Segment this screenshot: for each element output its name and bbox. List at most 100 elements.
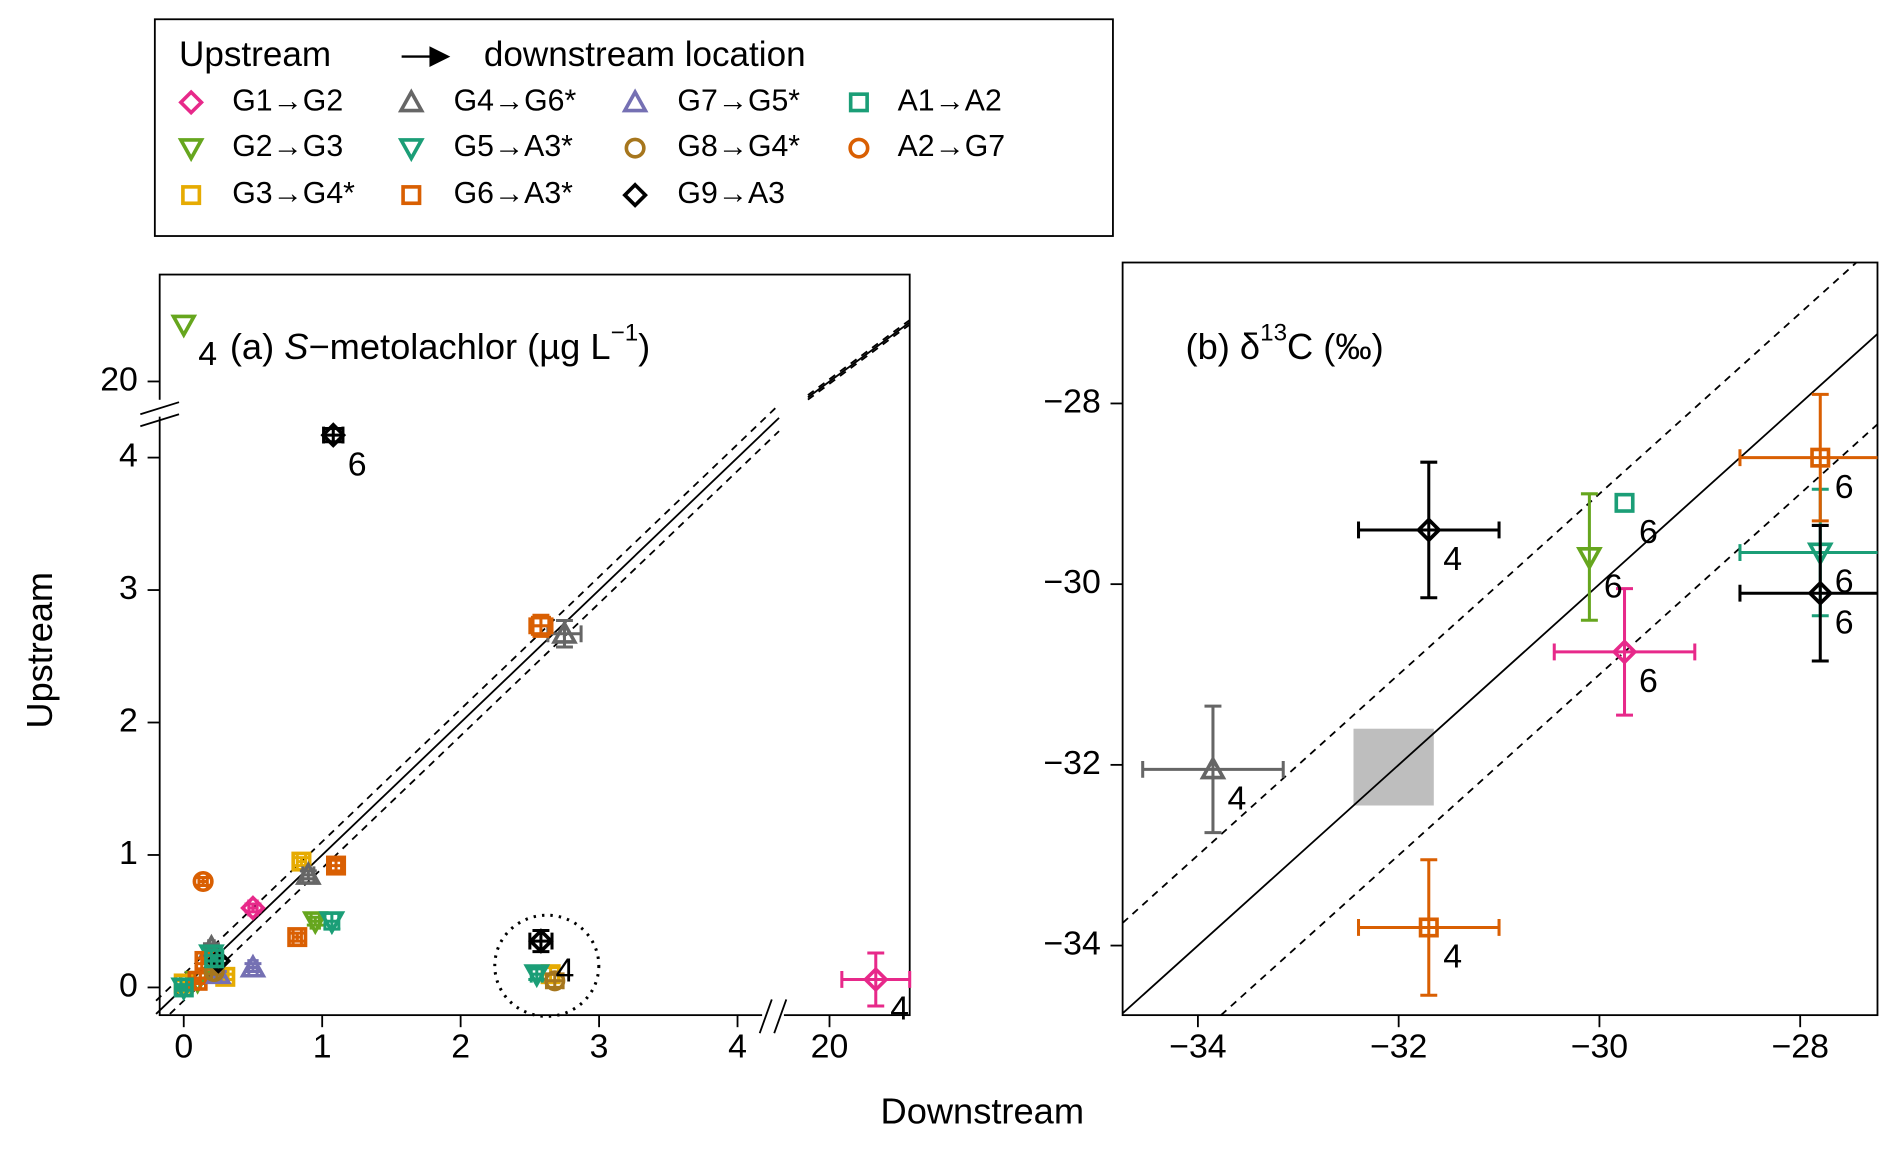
legend-marker bbox=[181, 185, 202, 206]
point bbox=[1807, 580, 1834, 606]
y-tick-label: −34 bbox=[1043, 925, 1100, 963]
legend-marker bbox=[397, 88, 425, 113]
point-label: 6 bbox=[1835, 468, 1854, 506]
legend-marker bbox=[178, 89, 204, 116]
point bbox=[240, 895, 266, 921]
reference-line bbox=[1220, 423, 1878, 1016]
y-error-bar bbox=[867, 951, 885, 1008]
plot-frame bbox=[158, 273, 911, 1017]
point bbox=[1415, 517, 1442, 543]
point bbox=[170, 314, 198, 339]
legend-label: A2→G7 bbox=[898, 130, 1006, 163]
legend-box bbox=[153, 18, 1114, 237]
legend-label: G9→A3 bbox=[677, 177, 785, 210]
point bbox=[1576, 547, 1603, 572]
point bbox=[173, 977, 194, 998]
legend-label: G3→G4* bbox=[232, 177, 355, 210]
point-label: 4 bbox=[555, 951, 574, 989]
point-label: 4 bbox=[1227, 780, 1246, 818]
axis-break bbox=[140, 399, 788, 1034]
point bbox=[1199, 755, 1227, 780]
x-tick-label: 3 bbox=[590, 1028, 609, 1066]
reference-line bbox=[1122, 262, 1858, 924]
point-label: 6 bbox=[348, 445, 367, 483]
point bbox=[294, 860, 322, 885]
y-tick-label: −32 bbox=[1043, 744, 1100, 782]
legend-marker bbox=[621, 88, 649, 113]
point-label: 6 bbox=[1835, 563, 1854, 601]
y-tick-label: 20 bbox=[100, 360, 138, 398]
reference-line bbox=[155, 403, 780, 1002]
point-label: 4 bbox=[890, 990, 909, 1028]
y-error-bar bbox=[244, 962, 262, 974]
legend-marker bbox=[177, 138, 205, 163]
y-tick-label: 1 bbox=[119, 834, 138, 872]
point bbox=[301, 911, 329, 936]
legend-label: G4→G6* bbox=[454, 84, 577, 117]
y-error-bar bbox=[299, 869, 317, 881]
reference-line bbox=[1122, 333, 1878, 1014]
legend-marker bbox=[624, 137, 646, 159]
reference-line bbox=[155, 417, 780, 1015]
point-label: 6 bbox=[1639, 513, 1658, 551]
y-error-bar bbox=[288, 931, 306, 943]
legend-label: A1→A2 bbox=[898, 84, 1002, 117]
legend-marker bbox=[848, 92, 869, 113]
y-error-bar bbox=[175, 983, 193, 992]
legend-title: downstream location bbox=[484, 35, 806, 74]
x-tick-label: 20 bbox=[811, 1028, 849, 1066]
point-label: 6 bbox=[1835, 603, 1854, 641]
point bbox=[528, 928, 554, 954]
reference-line bbox=[807, 321, 911, 399]
plot-area: 4 4 6 4 bbox=[155, 314, 912, 1028]
y-error-bar bbox=[1420, 858, 1438, 997]
point bbox=[204, 948, 225, 969]
point bbox=[287, 927, 308, 948]
x-tick-label: −34 bbox=[1169, 1028, 1226, 1066]
legend-label: G1→G2 bbox=[232, 84, 343, 117]
point bbox=[320, 422, 347, 448]
point bbox=[1418, 917, 1439, 938]
y-error-bar bbox=[194, 875, 212, 887]
x-tick-label: 2 bbox=[451, 1028, 470, 1066]
legend-marker bbox=[401, 185, 422, 206]
point-label: 6 bbox=[1639, 662, 1658, 700]
x-tick-label: 4 bbox=[728, 1028, 747, 1066]
point bbox=[318, 911, 346, 936]
point-label: 6 bbox=[1604, 567, 1623, 605]
legend-title: Upstream bbox=[179, 35, 331, 74]
point bbox=[1810, 447, 1831, 468]
panel-title: (a) S−metolachlor (µg L−1) bbox=[230, 320, 650, 367]
point bbox=[192, 870, 214, 892]
point bbox=[1611, 639, 1638, 665]
point bbox=[544, 970, 566, 992]
x-tick-label: −28 bbox=[1771, 1028, 1828, 1066]
point bbox=[325, 855, 347, 876]
legend-marker bbox=[848, 137, 870, 159]
y-tick-label: 2 bbox=[119, 701, 138, 739]
legend-marker bbox=[397, 138, 425, 163]
y-error-bar bbox=[1811, 392, 1829, 523]
legend-marker bbox=[622, 182, 648, 208]
y-error-bar bbox=[327, 858, 345, 873]
y-tick-label: 0 bbox=[119, 966, 138, 1004]
point bbox=[523, 964, 551, 989]
highlight-circle bbox=[493, 913, 601, 1018]
reference-line bbox=[807, 319, 911, 396]
legend-label: G6→A3* bbox=[454, 177, 574, 210]
x-tick-label: 0 bbox=[174, 1028, 193, 1066]
y-tick-label: −28 bbox=[1043, 382, 1100, 420]
x-tick-label: −30 bbox=[1571, 1028, 1628, 1066]
legend-label: G2→G3 bbox=[232, 130, 343, 163]
reference-line bbox=[807, 323, 911, 401]
legend-arrow bbox=[401, 46, 451, 67]
point bbox=[530, 615, 551, 636]
y-error-bar bbox=[528, 967, 546, 981]
reference-line bbox=[169, 430, 780, 1015]
y-tick-label: 4 bbox=[119, 437, 138, 475]
plot-frame bbox=[1121, 261, 1879, 1017]
point-label: 4 bbox=[1443, 938, 1462, 976]
y-tick-label: −30 bbox=[1043, 563, 1100, 601]
point bbox=[551, 619, 578, 644]
